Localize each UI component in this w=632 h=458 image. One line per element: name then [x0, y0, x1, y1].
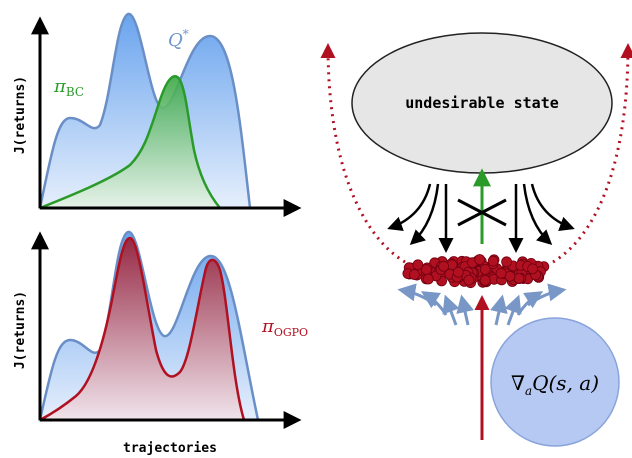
black-arrow-left-2 — [409, 183, 440, 246]
q-star-label: Q* — [168, 27, 189, 51]
action-sample-dot — [438, 260, 450, 272]
action-sample-dot — [422, 273, 434, 285]
action-sample-dot — [513, 272, 525, 284]
pi-bc-label: πBC — [53, 76, 84, 99]
gradient-arrow-7 — [516, 291, 544, 316]
action-sample-dot — [474, 254, 486, 265]
gradient-arrow-8 — [527, 283, 567, 307]
action-sample-dot — [527, 263, 538, 275]
action-sample-dot — [463, 274, 475, 286]
gradient-arrow-6 — [504, 294, 522, 326]
undesirable-state-label: undesirable state — [405, 94, 559, 112]
bottom-panel: J(returns) trajectories πOGPO — [13, 230, 308, 456]
action-sample-dot — [452, 266, 464, 278]
blocked-x — [457, 198, 507, 227]
black-arrow-left-1 — [387, 183, 432, 231]
trajectories-label: trajectories — [123, 441, 217, 456]
gradient-circle — [490, 317, 620, 447]
gradient-arrow-4 — [456, 294, 474, 326]
right-escape-path — [552, 43, 632, 264]
left-escape-path — [320, 43, 406, 264]
action-sample-dot — [495, 267, 507, 279]
action-sample-dot — [479, 263, 491, 275]
top-panel: J(returns) Q* πBC — [13, 12, 302, 217]
action-sample-dot — [421, 264, 432, 275]
action-sample-dot — [501, 256, 513, 268]
gradient-arrow-5 — [490, 294, 508, 326]
top-y-axis-label: J(returns) — [13, 76, 28, 154]
pi-bc-area — [39, 75, 223, 210]
action-sample-dot — [479, 274, 491, 286]
action-sample-dot — [487, 255, 499, 267]
black-arrow-right-2 — [522, 183, 553, 246]
gradient-label: ∇aQ(s, a) — [511, 371, 599, 398]
action-sample-cluster — [402, 254, 550, 289]
action-sample-dot — [504, 270, 516, 282]
pi-ogpo-area — [39, 236, 246, 422]
bottom-y-axis-label: J(returns) — [13, 291, 28, 369]
action-sample-dot — [408, 269, 420, 280]
gradient-arrow-3 — [442, 294, 460, 326]
black-arrow-right-1 — [530, 183, 575, 231]
black-arrows — [387, 183, 575, 253]
pi-ogpo-label: πOGPO — [261, 316, 308, 339]
gradient-arrows — [397, 283, 567, 326]
right-diagram: undesirable state — [320, 32, 632, 447]
